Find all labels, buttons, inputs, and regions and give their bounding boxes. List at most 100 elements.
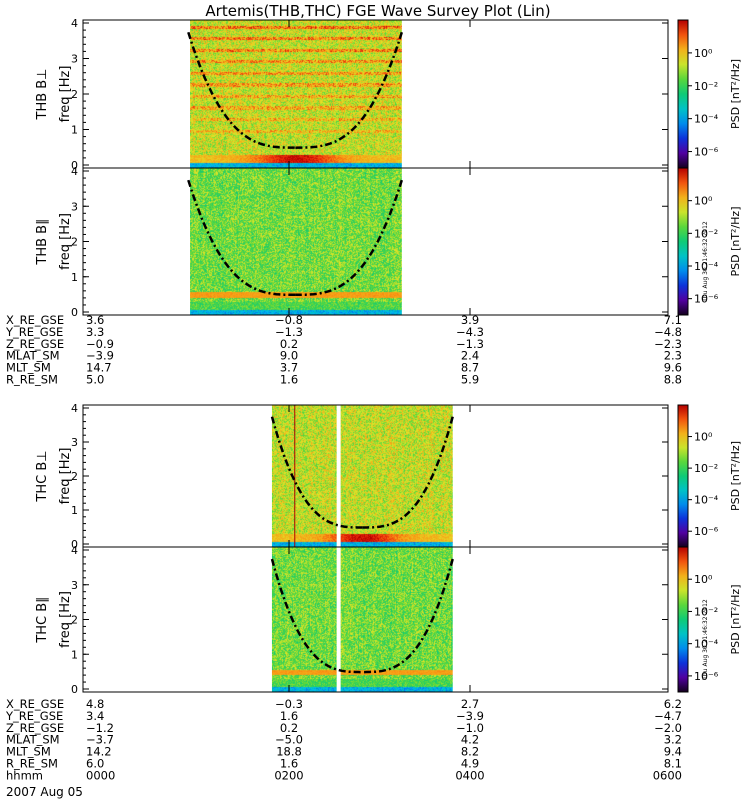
colorbar-tick-label: 10⁰	[694, 431, 713, 444]
gyrofrequency-curve	[362, 558, 454, 674]
y-tick-label: 3	[71, 200, 78, 213]
ephemeris-value: 0600	[653, 768, 682, 782]
ephemeris-value: 8.2	[461, 745, 479, 759]
spectrogram-thb-perp: 0 1 2 3 4 THB B⊥ freq [Hz] 10⁰ 10⁻² 10⁻⁴ 10⁻⁶ PSD […	[35, 17, 742, 172]
colorbar-tick-label: 10⁻⁶	[694, 525, 719, 538]
gyrofrequency-curve	[295, 179, 403, 297]
ephemeris-value: 7.1	[664, 313, 682, 327]
ephemeris-row-label: hhmm	[6, 768, 43, 782]
y-tick-label: 0	[71, 159, 78, 172]
y-tick-label: 1	[71, 124, 78, 137]
y-tick-label: 0	[71, 683, 78, 696]
ephemeris-value: 18.8	[276, 745, 302, 759]
ephemeris-value: −2.0	[654, 721, 682, 735]
ephemeris-tables: X_RE_GSE 3.6 −0.8 3.9 7.1Y_RE_GSE 3.3 −1.3 −4.3…	[5, 313, 682, 782]
spectrogram-thc-par: 0 1 2 3 4 THC B∥ freq [Hz] 10⁰ 10⁻² 10⁻⁴ 10⁻⁶ PSD […	[35, 544, 742, 696]
y-tick-label: 1	[71, 504, 78, 517]
ephemeris-value: 2.4	[461, 349, 479, 363]
panel-label: THB B∥	[35, 218, 50, 265]
ephemeris-value: 2.7	[461, 697, 479, 711]
y-tick-label: 4	[71, 165, 78, 178]
ephemeris-value: 3.9	[461, 313, 479, 327]
colorbar-gradient	[677, 404, 689, 548]
ephemeris-value: −1.2	[86, 721, 114, 735]
ephemeris-value: 1.6	[280, 709, 298, 723]
gyrofrequency-curve	[270, 558, 363, 674]
colorbar-gradient	[677, 167, 689, 316]
colorbar-tick-label: 10⁻²	[694, 80, 718, 93]
y-tick-label: 2	[71, 236, 78, 249]
y-tick-label: 3	[71, 579, 78, 592]
y-tick-label: 0	[71, 538, 78, 551]
colorbar-tick-label: 10⁻⁶	[694, 146, 719, 159]
ephemeris-value: 4.8	[86, 697, 104, 711]
colorbar-tick-label: 10⁰	[694, 195, 713, 208]
spectrogram-thb-par: 0 1 2 3 4 THB B∥ freq [Hz] 10⁰ 10⁻² 10⁻⁴ 10⁻⁶ PSD […	[35, 165, 742, 319]
ephemeris-value: −1.3	[456, 337, 484, 351]
colorbar-tick-label: 10⁻⁴	[694, 113, 719, 126]
ephemeris-value: 5.9	[461, 373, 479, 387]
y-tick-label: 4	[71, 17, 78, 30]
ephemeris-row-label: X_RE_GSE	[6, 313, 64, 327]
gyrofrequency-curve	[187, 179, 296, 297]
ephemeris-value: −2.3	[654, 337, 682, 351]
ephemeris-value: −1.0	[456, 721, 484, 735]
y-axis-label: freq [Hz]	[58, 213, 73, 270]
ephemeris-value: 4.2	[461, 733, 479, 747]
colorbar-gradient	[677, 19, 689, 169]
ephemeris-row-label: R_RE_SM	[6, 373, 58, 387]
colorbar-tick-label: 10⁰	[694, 47, 713, 60]
y-tick-label: 0	[71, 306, 78, 319]
ephemeris-value: 9.6	[664, 361, 682, 375]
colorbar-label: PSD [nT²/Hz]	[729, 584, 742, 654]
colorbar-label: PSD [nT²/Hz]	[729, 59, 742, 129]
ephemeris-row-label: MLAT_SM	[6, 349, 60, 363]
colorbar-tick-label: 10⁰	[694, 573, 713, 586]
ephemeris-value: −5.0	[275, 733, 303, 747]
y-axis-label: freq [Hz]	[58, 591, 73, 648]
ephemeris-value: 2.3	[664, 349, 682, 363]
panel-label: THB B⊥	[35, 68, 50, 120]
panel-label: THC B⊥	[35, 450, 50, 502]
ephemeris-value: 14.7	[86, 361, 112, 375]
ephemeris-row-label: MLAT_SM	[6, 733, 60, 747]
ephemeris-table-thc: X_RE_GSE 4.8 −0.3 2.7 6.2Y_RE_GSE 3.4 1.6 −3.9−…	[5, 697, 682, 782]
colorbar-tick-label: 10⁻²	[694, 462, 718, 475]
ephemeris-value: 5.0	[86, 373, 104, 387]
spectrogram-image	[190, 168, 402, 315]
chart-title: Artemis(THB,THC) FGE Wave Survey Plot (L…	[205, 2, 550, 20]
y-axis-label: freq [Hz]	[58, 66, 73, 123]
ephemeris-row-label: Y_RE_GSE	[5, 709, 63, 723]
ephemeris-value: 6.2	[664, 697, 682, 711]
ephemeris-value: −3.9	[86, 349, 114, 363]
ephemeris-value: 8.7	[461, 361, 479, 375]
gyrofrequency-curve	[362, 416, 454, 529]
ephemeris-value: 1.6	[280, 757, 298, 771]
ephemeris-value: 14.2	[86, 745, 112, 759]
colorbar-tick-label: 10⁻⁶	[694, 293, 719, 306]
date-label: 2007 Aug 05	[6, 785, 83, 799]
ephemeris-value: 3.4	[86, 709, 104, 723]
panel-label: THC B∥	[35, 596, 50, 643]
ephemeris-value: 3.3	[86, 325, 104, 339]
ephemeris-row-label: Y_RE_GSE	[5, 325, 63, 339]
ephemeris-row-label: Z_RE_GSE	[6, 337, 64, 351]
colorbar-label: PSD [nT²/Hz]	[729, 441, 742, 511]
gyrofrequency-curve	[187, 31, 296, 149]
ephemeris-value: 4.9	[461, 757, 479, 771]
colorbar-tick-label: 10⁻²	[694, 227, 718, 240]
y-tick-label: 1	[71, 271, 78, 284]
colorbar-label: PSD [nT²/Hz]	[729, 206, 742, 276]
ephemeris-value: −4.3	[456, 325, 484, 339]
spectrogram-image	[271, 405, 453, 547]
y-tick-label: 3	[71, 436, 78, 449]
colorbar: 10⁰ 10⁻² 10⁻⁴ 10⁻⁶ PSD [nT²/Hz]	[677, 404, 742, 548]
ephemeris-row-label: MLT_SM	[6, 745, 51, 759]
ephemeris-value: 6.0	[86, 757, 104, 771]
colorbar-tick-label: 10⁻²	[694, 605, 718, 618]
colorbar-gradient	[677, 546, 689, 693]
y-tick-label: 2	[71, 88, 78, 101]
ephemeris-value: 3.7	[280, 361, 298, 375]
y-tick-label: 4	[71, 402, 78, 415]
ephemeris-value: −3.9	[456, 709, 484, 723]
